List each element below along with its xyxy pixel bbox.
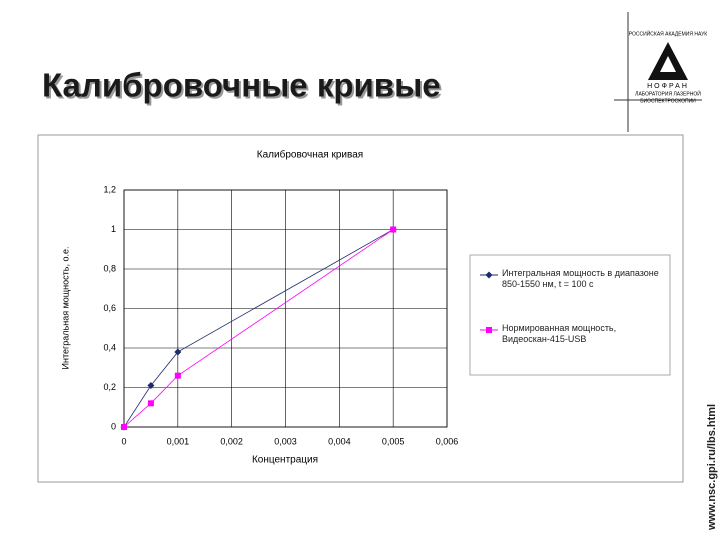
marker bbox=[147, 400, 154, 407]
marker bbox=[174, 348, 182, 356]
x-tick-label: 0,001 bbox=[167, 436, 190, 446]
logo-text: РОССИЙСКАЯ АКАДЕМИЯ НАУК bbox=[629, 29, 708, 37]
legend-marker bbox=[485, 271, 493, 279]
x-tick-label: 0 bbox=[121, 436, 126, 446]
y-tick-label: 1 bbox=[111, 224, 116, 234]
marker bbox=[147, 382, 155, 390]
y-tick-label: 0,4 bbox=[103, 342, 116, 352]
x-tick-label: 0,005 bbox=[382, 436, 405, 446]
legend-box bbox=[469, 254, 671, 376]
legend-marker bbox=[486, 327, 492, 333]
marker bbox=[174, 372, 181, 379]
logo-text: НОФРАН bbox=[647, 83, 689, 90]
marker bbox=[390, 226, 397, 233]
legend-label: Нормированная мощность, Видеоскан-415-US… bbox=[502, 323, 617, 344]
legend-label: Интегральная мощность в диапазоне 850-15… bbox=[502, 268, 659, 289]
y-tick-label: 0,8 bbox=[103, 263, 116, 273]
legend-entry: Интегральная мощность в диапазоне 850-15… bbox=[502, 268, 659, 289]
y-axis-label: Интегральная мощность, о.е. bbox=[60, 247, 70, 370]
logo-text: ЛАБОРАТОРИЯ ЛАЗЕРНОЙ bbox=[635, 89, 701, 97]
logo-triangle bbox=[660, 56, 676, 72]
x-tick-label: 0,004 bbox=[328, 436, 351, 446]
x-axis-label: Концентрация bbox=[252, 455, 318, 466]
x-tick-label: 0,003 bbox=[274, 436, 297, 446]
slide-title: Калибровочные кривые bbox=[42, 67, 441, 104]
y-tick-label: 1,2 bbox=[103, 184, 116, 194]
chart-title: Калибровочная кривая bbox=[257, 149, 363, 161]
marker bbox=[121, 424, 127, 430]
y-tick-label: 0,2 bbox=[103, 382, 116, 392]
y-tick-label: 0,6 bbox=[103, 303, 116, 313]
y-tick-label: 0 bbox=[111, 421, 116, 431]
x-tick-label: 0,002 bbox=[220, 436, 243, 446]
series-line bbox=[123, 229, 394, 428]
series-line bbox=[123, 229, 394, 428]
legend-entry: Нормированная мощность, Видеоскан-415-US… bbox=[502, 323, 617, 344]
x-tick-label: 0,006 bbox=[436, 436, 459, 446]
slide-title-shadow: Калибровочные кривые bbox=[44, 69, 443, 106]
logo-text: БИОСПЕКТРОСКОПИИ bbox=[640, 98, 696, 104]
url: www.nsc.gpi.ru/lbs.html bbox=[706, 404, 718, 531]
